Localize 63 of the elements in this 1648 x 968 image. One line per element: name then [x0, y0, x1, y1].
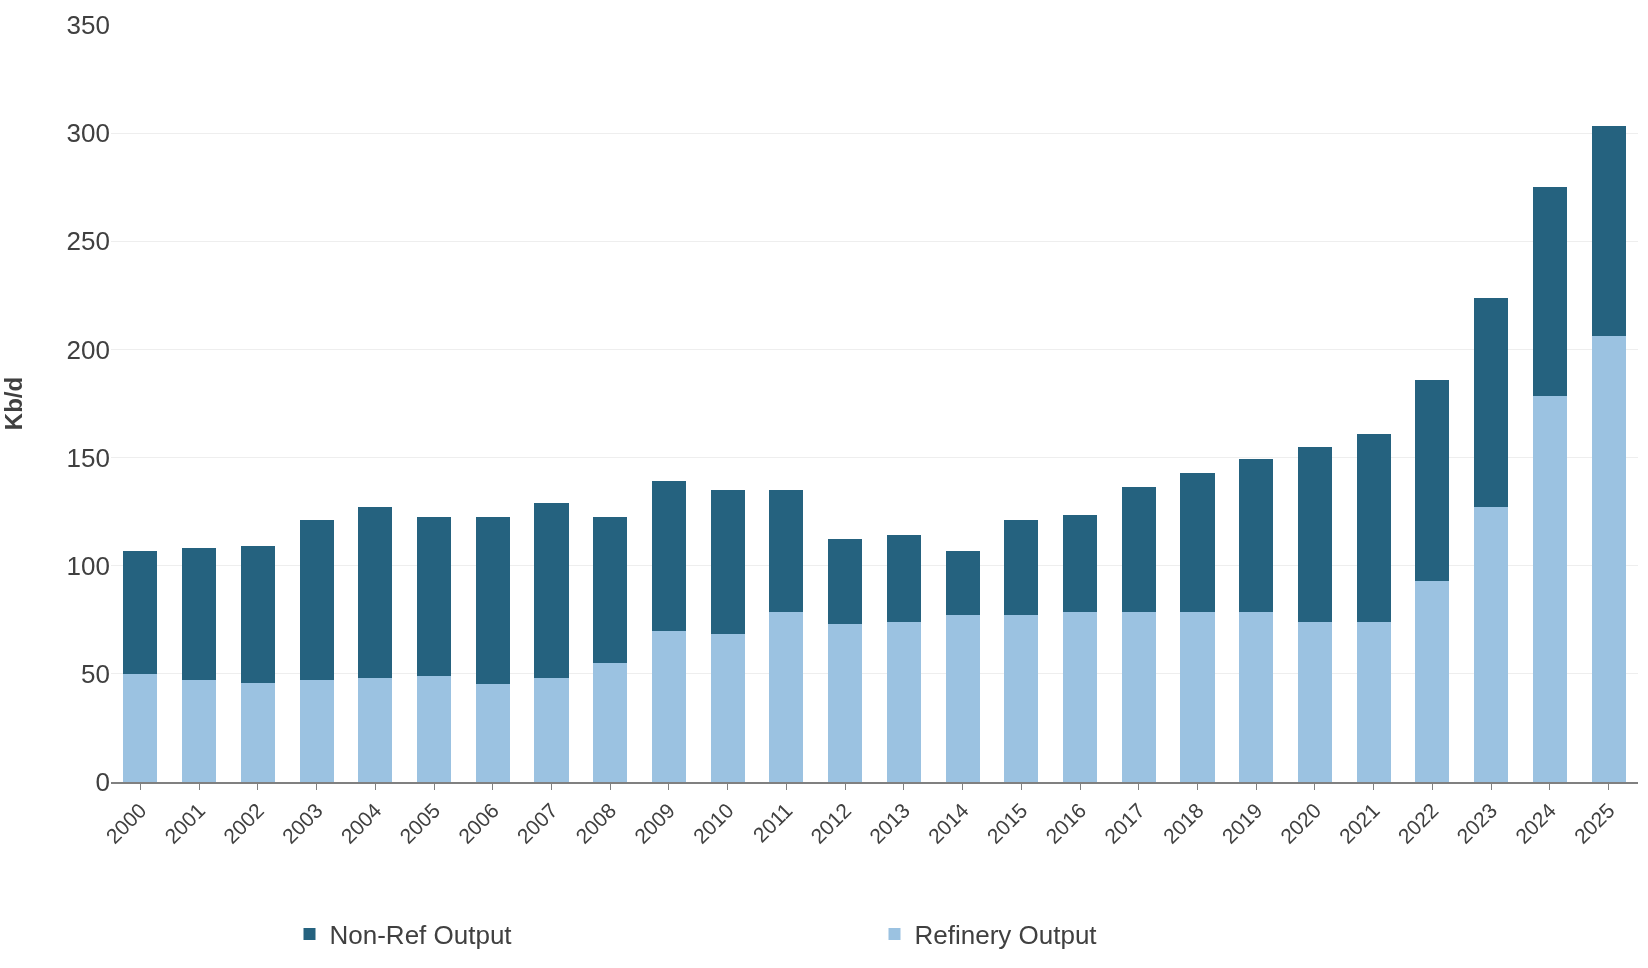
bar: [299, 680, 334, 782]
y-tick-label: 150: [66, 442, 110, 473]
bar: [1591, 125, 1626, 337]
y-tick-label: 200: [66, 334, 110, 365]
bar: [1532, 187, 1567, 396]
bar: [1063, 612, 1098, 782]
bar: [1415, 379, 1450, 581]
bar: [710, 490, 745, 634]
y-tick-label: 250: [66, 226, 110, 257]
legend-label: Refinery Output: [914, 920, 1098, 951]
y-tick-label: 300: [66, 118, 110, 149]
bar: [299, 520, 334, 681]
bar: [945, 550, 980, 616]
bar: [1415, 580, 1450, 782]
bar: [945, 615, 980, 782]
bar: [123, 673, 158, 782]
bar: [651, 481, 686, 631]
bar: [1239, 458, 1274, 613]
bar: [886, 621, 921, 782]
bar: [593, 517, 628, 664]
bar: [1004, 615, 1039, 782]
bar: [1591, 336, 1626, 782]
bar: [123, 550, 158, 674]
bar: [475, 683, 510, 782]
bar: [769, 612, 804, 782]
bar: [358, 678, 393, 782]
bar: [828, 538, 863, 625]
bar: [828, 624, 863, 782]
bar: [1356, 433, 1391, 622]
bar: [769, 490, 804, 613]
y-axis-title: Kb/d: [0, 376, 27, 431]
bar: [886, 535, 921, 622]
bar: [1239, 612, 1274, 782]
bar: [534, 678, 569, 782]
bar: [1063, 514, 1098, 613]
legend-label: Non-Ref Output: [329, 920, 513, 951]
bar: [1121, 612, 1156, 782]
bar: [1532, 395, 1567, 782]
bar: [1474, 507, 1509, 782]
bar: [534, 502, 569, 679]
bar: [1356, 621, 1391, 782]
y-tick-label: 100: [66, 550, 110, 581]
bar: [475, 517, 510, 684]
bar: [416, 676, 452, 782]
bar: [1004, 520, 1039, 616]
bar: [416, 517, 452, 677]
bar: [593, 663, 628, 782]
bar: [182, 548, 217, 681]
y-tick-label: 350: [66, 10, 110, 41]
bar: [182, 680, 217, 782]
bar: [1297, 446, 1333, 622]
bar: [651, 630, 686, 782]
bar: [710, 633, 745, 782]
bar: [1121, 486, 1156, 613]
bar: [240, 682, 275, 782]
bar: [1180, 612, 1215, 782]
bar: [1474, 297, 1509, 508]
bar: [1180, 472, 1215, 613]
y-tick-label: 0: [95, 767, 110, 798]
bar: [240, 546, 275, 683]
y-tick-label: 50: [81, 658, 110, 689]
bar: [358, 507, 393, 679]
bar: [1297, 621, 1333, 782]
